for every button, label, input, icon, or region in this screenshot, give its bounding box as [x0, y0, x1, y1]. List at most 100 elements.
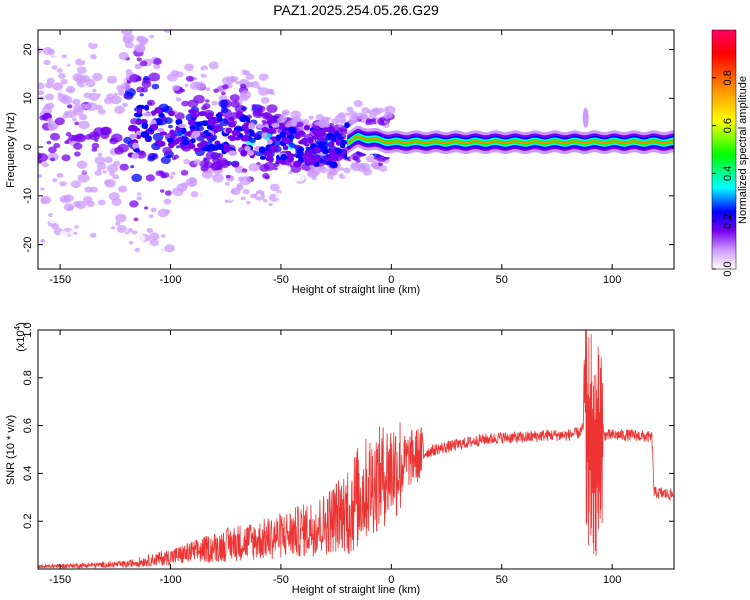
- spectrogram-cell: [112, 174, 120, 180]
- spectrogram-cell: [114, 221, 121, 226]
- spectrogram-cell: [277, 122, 285, 130]
- spectrogram-cell: [365, 155, 375, 163]
- spectrogram-cell: [92, 88, 97, 93]
- spectrogram-cell: [205, 151, 217, 160]
- x-tick-label: 0: [388, 274, 394, 286]
- spectrogram-cell: [201, 69, 209, 75]
- spectrogram-cell: [304, 158, 311, 165]
- spectrogram-cell: [140, 131, 150, 139]
- spectrogram-cell: [163, 30, 171, 33]
- spectrogram-cell: [225, 194, 235, 201]
- spectrogram-cell: [76, 160, 88, 169]
- spectrogram-cell: [109, 137, 119, 145]
- spectrogram-cell: [171, 156, 177, 161]
- spectrogram-cell: [210, 146, 220, 151]
- spectrogram-cell: [40, 187, 45, 191]
- spectrogram-cell: [66, 205, 74, 211]
- spectrogram-cell: [123, 245, 129, 250]
- spectrogram-cell: [60, 95, 73, 105]
- spectrogram-cell: [344, 122, 350, 129]
- spectrogram-cell: [314, 133, 320, 140]
- spectrogram-cell: [180, 88, 185, 93]
- spectrogram-cell: [77, 40, 85, 46]
- spectrogram-cell: [158, 244, 163, 248]
- spectrogram-cell: [292, 160, 302, 168]
- x-tick-label: -50: [273, 574, 289, 586]
- spectrogram-cell: [92, 132, 100, 138]
- x-tick-label: -100: [159, 574, 181, 586]
- spectrogram-cell: [143, 75, 150, 81]
- spectrogram-cell: [91, 142, 100, 149]
- spectrogram-cell: [175, 137, 183, 142]
- spectrogram-cell: [360, 113, 369, 120]
- spectrogram-cell: [113, 92, 118, 97]
- spectrogram-cell: [46, 140, 52, 145]
- spectrogram-cell: [246, 200, 251, 205]
- spectrogram-cell: [296, 146, 305, 153]
- y-tick-label: 1.0: [22, 322, 34, 337]
- spectrogram-cell: [306, 136, 314, 144]
- spectrogram-cell: [143, 206, 149, 210]
- spectrogram-cell: [64, 140, 69, 145]
- spectrogram-cell: [139, 60, 148, 67]
- spectrogram-cell: [86, 200, 95, 208]
- spectrogram-cell: [327, 141, 335, 148]
- spectrogram-cell: [228, 150, 238, 156]
- spectrogram-cell: [135, 118, 142, 125]
- spectrogram-cell: [147, 101, 153, 106]
- spectrogram-cell: [205, 113, 214, 120]
- x-tick-label: -150: [49, 274, 71, 286]
- spectrogram-cell: [45, 82, 54, 89]
- spectrogram-cell: [240, 196, 246, 201]
- spectrogram-cell: [120, 82, 131, 91]
- spectrogram-cell: [210, 162, 222, 171]
- spectrogram-cell: [203, 157, 211, 163]
- snr-xlabel: Height of straight line (km): [292, 584, 420, 596]
- spectrogram-cell: [42, 47, 53, 55]
- spectrogram-cell: [118, 51, 129, 60]
- y-tick-label: 0.6: [22, 418, 34, 433]
- spectrogram-cell: [146, 135, 152, 142]
- spectrogram-cell: [294, 132, 301, 140]
- spectrogram-cell: [163, 198, 172, 205]
- spectrogram-cell: [165, 223, 172, 228]
- spectrogram-data: [38, 30, 674, 265]
- spectrogram-cell: [164, 190, 172, 196]
- spectrogram-cell: [38, 160, 43, 164]
- spectrogram-cell: [185, 75, 194, 82]
- spectrogram-cell: [377, 117, 388, 126]
- spectrogram-cell: [230, 189, 237, 194]
- spectrogram-cell: [43, 43, 48, 47]
- spectrogram-cell: [56, 172, 64, 178]
- spectrogram-cell: [40, 238, 46, 243]
- spectrogram-cell: [265, 152, 272, 157]
- spectrogram-cell: [231, 162, 240, 168]
- spectrogram-cell: [87, 216, 98, 225]
- spectrogram-cell: [269, 183, 280, 192]
- spectrogram-cell: [357, 162, 366, 169]
- spectrogram-cell: [189, 125, 197, 130]
- spectrogram-cell: [201, 170, 213, 179]
- spectrogram-cell: [124, 94, 130, 99]
- spectrogram-cell: [125, 69, 133, 75]
- spectrogram-cell: [305, 151, 313, 159]
- spectrogram-cell: [239, 83, 247, 89]
- spectrogram-cell: [337, 123, 343, 128]
- spectrogram-cell: [225, 67, 237, 76]
- spectrogram-cell: [125, 231, 129, 235]
- spectrogram-cell: [370, 160, 382, 169]
- y-tick-label: 20: [22, 43, 34, 55]
- spectrogram-cell: [296, 121, 304, 127]
- snr-ylabel: SNR (10 * v/v): [5, 415, 17, 485]
- spectrogram-cell: [133, 217, 139, 222]
- spectrogram-cell: [89, 241, 96, 247]
- spectrogram-cell: [88, 35, 100, 44]
- spectrogram-cell: [139, 93, 144, 97]
- spectrogram-cell: [104, 178, 116, 188]
- spectrogram-cell: [124, 41, 134, 49]
- spectrogram-cell: [328, 113, 335, 118]
- spectrogram-cell: [90, 54, 97, 60]
- spectrogram-cell: [256, 105, 266, 113]
- spectrogram-cell: [339, 167, 345, 171]
